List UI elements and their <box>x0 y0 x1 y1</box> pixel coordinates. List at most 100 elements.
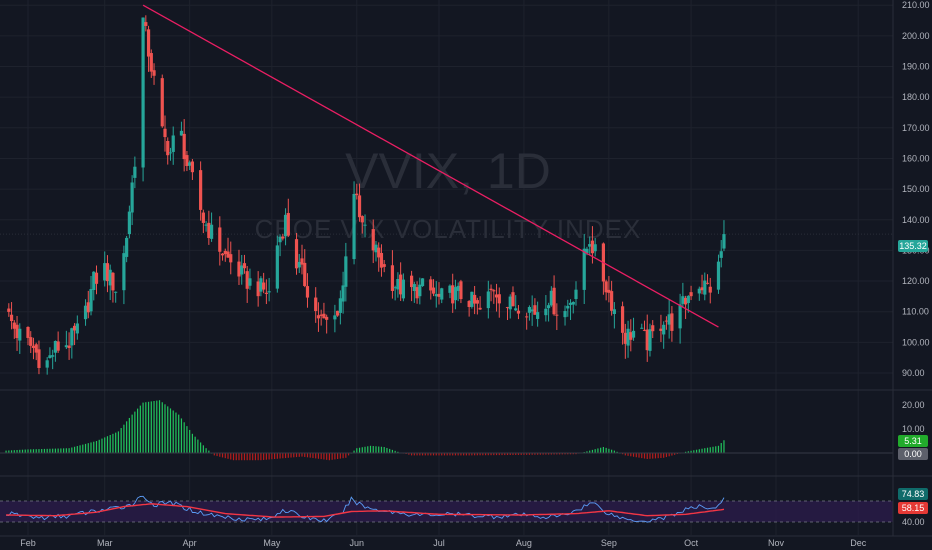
candle <box>494 283 499 312</box>
candle <box>379 244 384 277</box>
candle-body <box>133 166 137 178</box>
candle-body <box>171 135 175 152</box>
candle <box>678 293 682 344</box>
candle-body <box>237 261 241 277</box>
candle-body <box>218 227 222 252</box>
macd-bar <box>186 426 188 453</box>
macd-bar <box>194 436 196 453</box>
price-badge: 135.32 <box>899 241 927 251</box>
candle <box>168 147 173 161</box>
candle <box>662 321 666 349</box>
macd-bar <box>202 445 204 453</box>
candle <box>533 298 537 315</box>
candle-body <box>631 330 636 338</box>
macd-bar <box>495 453 498 456</box>
candle-body <box>684 297 688 305</box>
candle-body <box>571 301 575 305</box>
candle <box>588 236 592 256</box>
candle <box>631 317 636 341</box>
candle <box>114 291 118 303</box>
candle <box>620 301 625 345</box>
macd-bar <box>575 453 577 455</box>
macd-bar <box>671 453 673 456</box>
candle-body <box>9 314 14 322</box>
macd-bar <box>232 453 235 461</box>
candle <box>492 289 496 304</box>
candle <box>122 245 126 305</box>
macd-bar <box>46 448 48 453</box>
candle-series <box>7 15 726 375</box>
x-tick-label: Aug <box>516 538 532 548</box>
macd-bar <box>424 453 426 456</box>
macd-histogram <box>0 400 893 461</box>
trendline[interactable] <box>142 4 719 328</box>
candle-body <box>149 53 153 72</box>
macd-bar <box>161 402 163 453</box>
macd-bar <box>605 447 607 453</box>
candle-body <box>473 294 477 304</box>
macd-bar <box>567 453 569 455</box>
candle-body <box>226 251 230 258</box>
pane-dividers[interactable] <box>0 0 932 537</box>
macd-badge-bg <box>898 435 928 447</box>
macd-bar <box>342 453 344 459</box>
macd-bar <box>720 443 722 453</box>
candle <box>125 235 129 263</box>
macd-bar <box>200 442 202 453</box>
candle-body <box>56 341 60 351</box>
macd-bar <box>372 446 374 453</box>
candle-body <box>86 302 90 313</box>
trendline-group[interactable] <box>142 4 719 328</box>
macd-bar <box>326 453 328 460</box>
time-axis[interactable]: Feb Mar Apr May Jun Jul Aug Sep Oct Nov Dec <box>20 538 866 548</box>
candle <box>610 280 614 316</box>
candle <box>336 310 340 317</box>
macd-bar <box>542 453 544 455</box>
candle <box>382 259 386 273</box>
candle <box>705 274 710 285</box>
candle-body <box>456 285 460 291</box>
candle <box>629 319 633 352</box>
candle <box>226 237 230 259</box>
candle-body <box>494 294 499 298</box>
macd-bar <box>553 453 555 455</box>
candle <box>549 286 553 307</box>
candle <box>451 273 455 313</box>
macd-bar <box>435 453 437 456</box>
macd-bar <box>178 414 180 453</box>
macd-bar <box>52 448 54 453</box>
macd-zero-badge-bg <box>898 448 928 460</box>
macd-bar <box>687 451 689 453</box>
macd-bar <box>556 453 558 455</box>
macd-bar <box>197 439 199 453</box>
candle-body <box>166 140 170 156</box>
macd-bar <box>391 449 394 453</box>
macd-bar <box>539 453 541 455</box>
candle-body <box>566 305 570 309</box>
candle-body <box>45 360 49 368</box>
macd-bar <box>657 453 659 459</box>
macd-bar <box>180 418 183 453</box>
macd-bar <box>668 453 670 457</box>
candle <box>664 316 669 330</box>
macd-bar <box>339 453 341 459</box>
candle-body <box>700 287 704 291</box>
macd-bar <box>654 453 657 459</box>
candle <box>708 277 712 304</box>
macd-bar <box>101 438 103 453</box>
macd-bar <box>260 453 262 461</box>
macd-bar <box>704 448 706 453</box>
macd-bar <box>386 447 388 453</box>
macd-bar <box>660 453 662 458</box>
macd-bar <box>49 448 51 453</box>
candle-body <box>89 289 93 312</box>
macd-bar <box>87 443 89 453</box>
candle <box>281 233 285 241</box>
candle <box>64 330 68 350</box>
candle <box>415 281 419 304</box>
candle-body <box>722 234 726 249</box>
macd-bar <box>304 453 306 457</box>
macd-bar <box>95 441 98 453</box>
